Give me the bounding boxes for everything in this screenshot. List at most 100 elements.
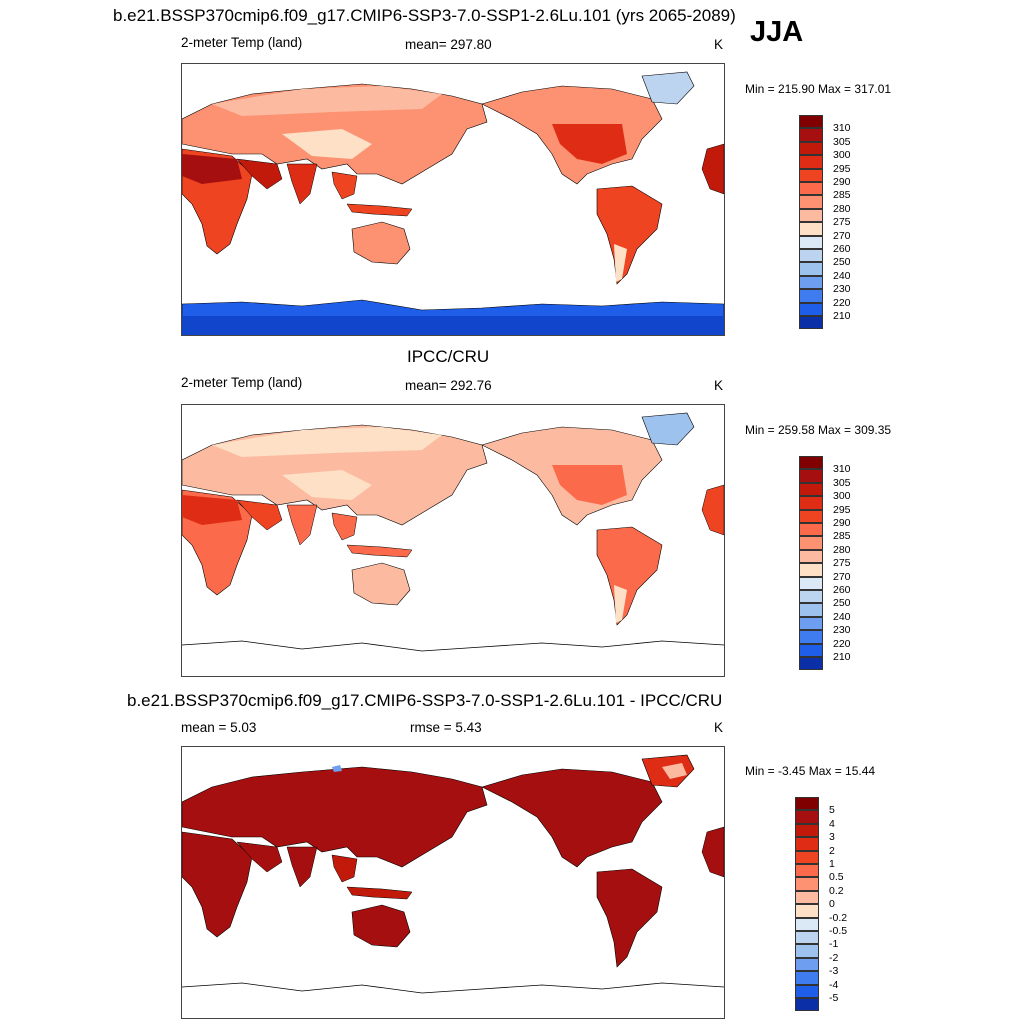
colorbar-tick-label: -2	[829, 951, 839, 964]
colorbar-tick-label: -5	[829, 992, 839, 1004]
colorbar-tick-label: 0.2	[829, 884, 844, 897]
colorbar-tick-label: 5	[829, 804, 835, 817]
patagonia-region	[614, 585, 627, 623]
colorbar-cell	[799, 222, 823, 236]
colorbar-cell	[799, 523, 823, 537]
panel1-mean: mean= 297.80	[405, 37, 492, 52]
patagonia-region	[614, 244, 627, 282]
colorbar-tick-label: -3	[829, 965, 839, 978]
indonesia-region	[346, 203, 413, 217]
colorbar-tick-label: 3	[829, 831, 835, 844]
eurasia-region	[182, 766, 488, 868]
panel3-land	[182, 754, 724, 994]
panel3-minmax: Min = -3.45 Max = 15.44	[745, 764, 876, 778]
arabia-region	[236, 499, 283, 531]
colorbar-tick-label: 230	[833, 624, 851, 637]
panel1-title: b.e21.BSSP370cmip6.f09_g17.CMIP6-SSP3-7.…	[113, 6, 736, 25]
colorbar-cell	[799, 168, 823, 182]
colorbar-tick-label: 305	[833, 135, 851, 148]
colorbar-tick-label: 270	[833, 229, 851, 242]
colorbar-cell	[795, 944, 819, 958]
colorbar-cell	[799, 262, 823, 276]
arabia-region	[236, 841, 283, 873]
colorbar-cell	[799, 316, 823, 330]
colorbar-cell	[795, 957, 819, 972]
panel2-variable: 2-meter Temp (land)	[181, 375, 303, 390]
panel3-map	[181, 746, 725, 1019]
indonesia-region	[346, 886, 413, 900]
colorbar-cell	[795, 810, 819, 824]
colorbar-tick-label: 285	[833, 530, 851, 543]
colorbar-cell	[799, 536, 823, 550]
colorbar-cell	[795, 931, 819, 945]
colorbar-tick-label: 0	[829, 898, 835, 911]
panel2-land	[182, 412, 724, 652]
colorbar-tick-label: 280	[833, 543, 851, 556]
south-america-region	[596, 526, 663, 626]
colorbar-cell	[799, 482, 823, 497]
colorbar-tick-label: 305	[833, 476, 851, 489]
colorbar-tick-label: -4	[829, 978, 839, 991]
panel2-map	[181, 404, 725, 677]
south-america-region	[596, 868, 663, 968]
panel1-land	[182, 71, 724, 335]
usa-region	[552, 465, 627, 505]
colorbar-tick-label: 220	[833, 296, 851, 309]
colorbar-cell	[799, 128, 823, 142]
colorbar-tick-label: 240	[833, 610, 851, 623]
panel2-map-svg	[182, 412, 724, 652]
colorbar-tick-label: 300	[833, 149, 851, 162]
panel2-minmax: Min = 259.58 Max = 309.35	[745, 423, 892, 437]
colorbar-cell	[799, 235, 823, 249]
panel3-rmse: rmse = 5.43	[410, 720, 482, 735]
colorbar-cell	[799, 469, 823, 483]
colorbar-cell	[799, 141, 823, 156]
colorbar-cell	[795, 850, 819, 864]
greenland-region	[641, 71, 695, 105]
colorbar-cell	[795, 864, 819, 878]
panel2-mean: mean= 292.76	[405, 378, 492, 393]
panel3-title: b.e21.BSSP370cmip6.f09_g17.CMIP6-SSP3-7.…	[127, 691, 723, 710]
panel1-variable: 2-meter Temp (land)	[181, 35, 303, 50]
colorbar-cell	[795, 971, 819, 985]
colorbar-tick-label: 240	[833, 269, 851, 282]
colorbar-tick-label: 210	[833, 310, 851, 322]
seasia-region	[331, 512, 358, 541]
colorbar-cell	[799, 302, 823, 316]
colorbar-cell	[795, 877, 819, 891]
panel3-map-svg	[182, 754, 724, 994]
africa-wrap-region	[701, 484, 724, 536]
colorbar-tick-label: 250	[833, 597, 851, 610]
panel1-map	[181, 63, 725, 336]
antarctica-coast	[182, 982, 724, 994]
colorbar-tick-label: 300	[833, 490, 851, 503]
colorbar-cell	[799, 590, 823, 604]
colorbar-tick-label: 0.5	[829, 871, 844, 884]
greenland-interior	[662, 763, 687, 779]
colorbar-cell	[795, 797, 819, 811]
seasia-region	[331, 171, 358, 200]
greenland-region	[641, 412, 695, 446]
panel3-mean: mean = 5.03	[181, 720, 257, 735]
colorbar-tick-label: 250	[833, 256, 851, 269]
colorbar-tick-label: 290	[833, 176, 851, 188]
colorbar-tick-label: 2	[829, 844, 835, 857]
colorbar-tick-label: 230	[833, 283, 851, 296]
panel1-minmax: Min = 215.90 Max = 317.01	[745, 82, 892, 96]
siberia-region	[212, 86, 442, 116]
panel1-map-svg	[182, 71, 724, 335]
indonesia-region	[346, 544, 413, 558]
colorbar-tick-label: 275	[833, 216, 851, 229]
colorbar-tick-label: 310	[833, 463, 851, 476]
panel2-title: IPCC/CRU	[407, 347, 490, 366]
colorbar-cell	[795, 837, 819, 851]
colorbar-tick-label: 285	[833, 189, 851, 202]
colorbar-cell	[799, 182, 823, 196]
africa-region	[182, 831, 253, 938]
colorbar-cell	[799, 563, 823, 577]
colorbar-cell	[799, 616, 823, 631]
north-america-region	[481, 768, 663, 868]
colorbar-cell	[799, 549, 823, 564]
africa-wrap-region	[701, 826, 724, 878]
colorbar-tick-label: 280	[833, 202, 851, 215]
